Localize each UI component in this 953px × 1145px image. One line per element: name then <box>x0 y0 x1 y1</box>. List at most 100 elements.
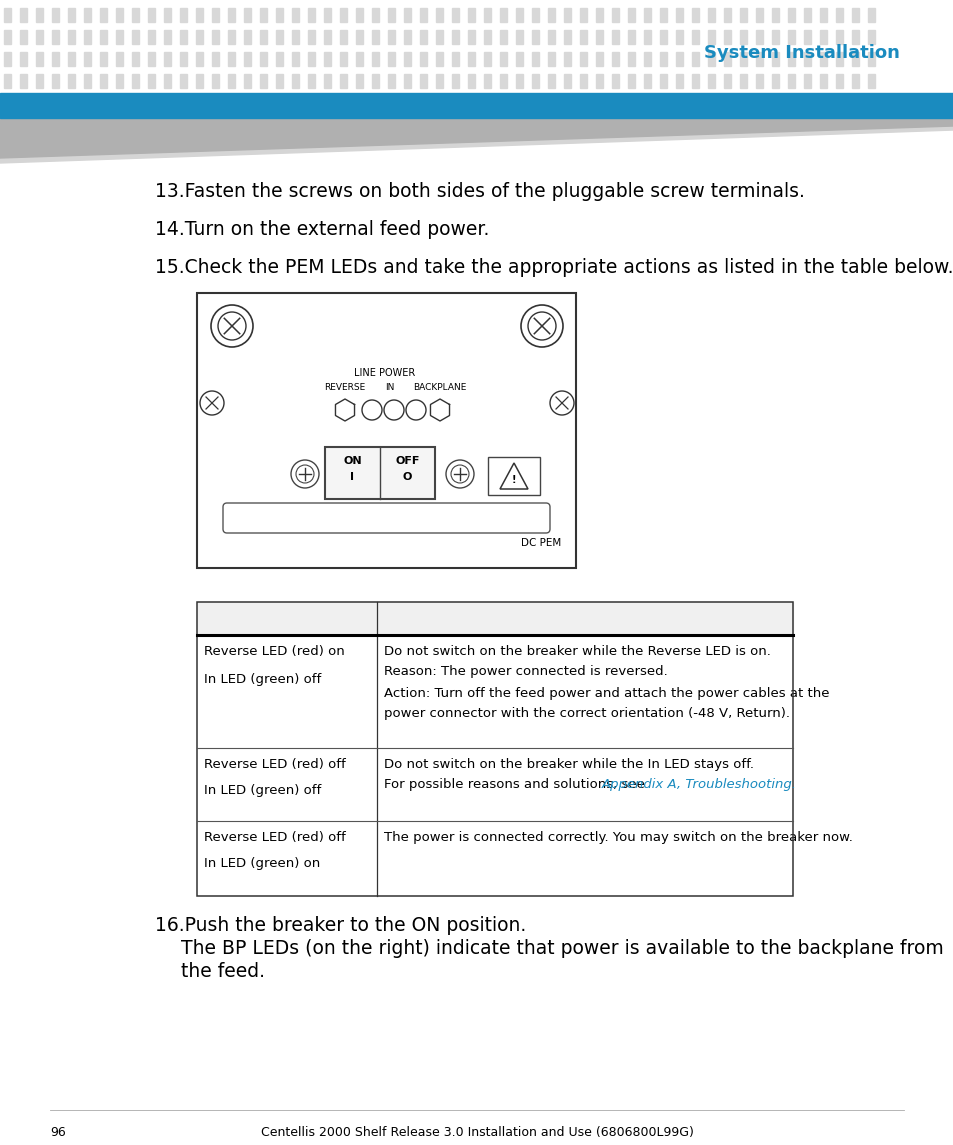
Text: the feed.: the feed. <box>181 962 265 981</box>
Bar <box>196 602 792 897</box>
Bar <box>68 74 75 88</box>
FancyBboxPatch shape <box>223 503 550 534</box>
Bar <box>676 8 682 22</box>
Bar <box>468 8 475 22</box>
Bar <box>196 602 792 635</box>
Bar <box>84 30 91 44</box>
Bar <box>691 30 699 44</box>
Bar <box>627 8 635 22</box>
Bar <box>195 74 203 88</box>
Bar <box>244 74 251 88</box>
Bar <box>755 8 762 22</box>
Text: OFF: OFF <box>395 456 419 466</box>
Bar <box>468 52 475 66</box>
Bar <box>292 74 298 88</box>
Bar <box>452 30 458 44</box>
Bar <box>436 74 442 88</box>
Bar <box>563 30 571 44</box>
Bar <box>691 74 699 88</box>
Bar <box>563 8 571 22</box>
Bar <box>292 52 298 66</box>
Bar <box>579 52 586 66</box>
Bar <box>292 8 298 22</box>
Circle shape <box>200 390 224 414</box>
Text: BACKPLANE: BACKPLANE <box>413 382 466 392</box>
Bar <box>596 74 602 88</box>
Bar <box>579 74 586 88</box>
Bar <box>436 30 442 44</box>
Bar <box>419 74 427 88</box>
Bar <box>355 30 363 44</box>
Bar <box>260 74 267 88</box>
Bar <box>180 52 187 66</box>
Bar <box>339 52 347 66</box>
Bar <box>867 74 874 88</box>
Bar <box>803 74 810 88</box>
Circle shape <box>550 390 574 414</box>
Bar <box>740 74 746 88</box>
Text: DC PEM: DC PEM <box>520 538 560 548</box>
Bar <box>468 30 475 44</box>
Bar <box>596 30 602 44</box>
Bar <box>260 8 267 22</box>
Bar <box>388 8 395 22</box>
Bar <box>627 74 635 88</box>
Bar <box>723 74 730 88</box>
Circle shape <box>291 460 318 488</box>
Bar <box>148 52 154 66</box>
Bar <box>612 30 618 44</box>
Bar <box>596 52 602 66</box>
Bar <box>388 52 395 66</box>
Bar <box>488 457 539 495</box>
Bar <box>339 74 347 88</box>
Bar <box>180 30 187 44</box>
Bar <box>851 52 858 66</box>
Bar <box>132 8 139 22</box>
Bar <box>20 74 27 88</box>
Circle shape <box>446 460 474 488</box>
Bar <box>244 52 251 66</box>
Bar <box>20 30 27 44</box>
Text: In LED (green) off: In LED (green) off <box>204 784 321 797</box>
Bar <box>116 30 123 44</box>
Bar <box>275 30 283 44</box>
Text: 13.Fasten the screws on both sides of the pluggable screw terminals.: 13.Fasten the screws on both sides of th… <box>154 182 804 202</box>
Bar <box>851 30 858 44</box>
Bar <box>68 30 75 44</box>
Text: 14.Turn on the external feed power.: 14.Turn on the external feed power. <box>154 220 489 239</box>
Bar <box>325 447 435 499</box>
Bar <box>403 30 411 44</box>
Bar <box>180 8 187 22</box>
Bar <box>563 52 571 66</box>
Bar <box>355 8 363 22</box>
Bar <box>84 52 91 66</box>
Bar <box>275 8 283 22</box>
Bar <box>643 74 650 88</box>
Bar <box>372 74 378 88</box>
Bar <box>260 30 267 44</box>
Bar <box>132 30 139 44</box>
Text: The BP LEDs (on the right) indicate that power is available to the backplane fro: The BP LEDs (on the right) indicate that… <box>181 939 943 958</box>
Bar <box>547 30 555 44</box>
Text: power connector with the correct orientation (-48 V, Return).: power connector with the correct orienta… <box>384 706 789 720</box>
Bar <box>195 52 203 66</box>
Bar <box>195 30 203 44</box>
Bar <box>516 30 522 44</box>
Bar <box>676 52 682 66</box>
Bar <box>196 293 576 568</box>
Bar <box>787 52 794 66</box>
Bar <box>787 8 794 22</box>
Bar <box>452 52 458 66</box>
Text: Reverse LED (red) on: Reverse LED (red) on <box>204 645 344 658</box>
Polygon shape <box>0 118 953 158</box>
Bar <box>212 8 219 22</box>
Bar <box>212 52 219 66</box>
Bar <box>612 52 618 66</box>
Bar <box>835 30 842 44</box>
Text: Status: Status <box>384 610 428 624</box>
Text: Centellis 2000 Shelf Release 3.0 Installation and Use (6806800L99G): Centellis 2000 Shelf Release 3.0 Install… <box>260 1126 693 1139</box>
Circle shape <box>451 465 469 483</box>
Bar <box>100 8 107 22</box>
Bar <box>803 52 810 66</box>
Bar <box>308 30 314 44</box>
